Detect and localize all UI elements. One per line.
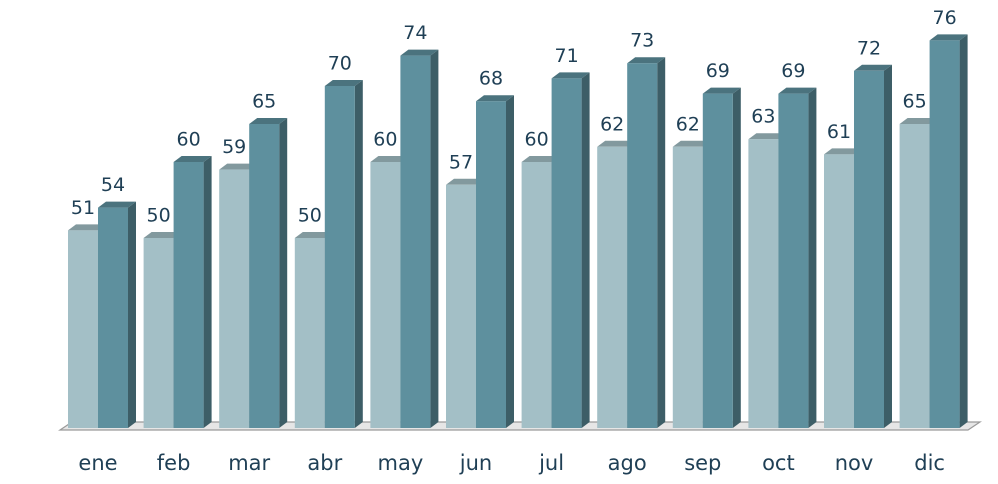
bar-top bbox=[476, 95, 514, 102]
x-tick-label: mar bbox=[228, 451, 270, 475]
bar-top bbox=[748, 133, 787, 140]
value-label: 60 bbox=[525, 129, 549, 151]
value-label: 69 bbox=[706, 60, 730, 82]
value-label: 51 bbox=[71, 197, 95, 219]
x-tick-label: jun bbox=[459, 451, 492, 475]
bar bbox=[324, 86, 355, 428]
bar-top bbox=[98, 201, 136, 208]
value-label: 62 bbox=[676, 113, 700, 135]
value-label: 61 bbox=[827, 121, 851, 143]
bar bbox=[672, 146, 703, 429]
value-label: 70 bbox=[328, 53, 352, 75]
bar bbox=[521, 162, 552, 428]
bar bbox=[370, 162, 401, 428]
bar-top bbox=[672, 140, 711, 147]
x-tick-label: sep bbox=[684, 451, 721, 475]
bar-top bbox=[597, 140, 636, 147]
value-label: 54 bbox=[101, 174, 125, 196]
bar-side bbox=[581, 72, 590, 429]
bar-side bbox=[808, 87, 817, 428]
value-label: 62 bbox=[600, 113, 624, 135]
bar-side bbox=[430, 49, 439, 428]
x-tick-label: abr bbox=[307, 451, 342, 475]
bar-top bbox=[929, 34, 968, 41]
bar bbox=[446, 184, 476, 428]
bar-top bbox=[294, 232, 333, 238]
x-tick-label: ene bbox=[78, 451, 117, 475]
x-tick-label: dic bbox=[914, 451, 945, 475]
bar bbox=[476, 101, 506, 428]
bar-side bbox=[884, 64, 892, 429]
bar-top bbox=[824, 148, 862, 155]
bar bbox=[702, 93, 733, 428]
bar-top bbox=[551, 72, 590, 79]
bar bbox=[551, 78, 582, 429]
value-label: 71 bbox=[555, 45, 579, 67]
bar bbox=[219, 169, 250, 428]
value-label: 60 bbox=[177, 129, 201, 151]
value-label: 65 bbox=[252, 91, 276, 113]
bar-top bbox=[521, 156, 560, 162]
bar bbox=[143, 238, 174, 428]
bar bbox=[294, 238, 325, 428]
value-label: 73 bbox=[630, 30, 654, 52]
value-label: 50 bbox=[298, 205, 322, 227]
bar-side bbox=[732, 87, 741, 428]
x-tick-label: may bbox=[378, 451, 424, 475]
value-label: 76 bbox=[933, 7, 957, 29]
bar bbox=[899, 124, 930, 428]
value-label: 57 bbox=[449, 151, 473, 173]
bar bbox=[627, 63, 658, 428]
x-tick-label: jul bbox=[538, 451, 564, 475]
bar bbox=[98, 207, 128, 428]
value-label: 60 bbox=[373, 129, 397, 151]
value-label: 59 bbox=[222, 136, 246, 158]
value-label: 68 bbox=[479, 68, 503, 90]
bar-top bbox=[702, 87, 741, 94]
value-label: 74 bbox=[403, 22, 427, 44]
bar-side bbox=[128, 201, 136, 428]
bar-side bbox=[506, 95, 514, 428]
bar-side bbox=[959, 34, 968, 429]
bar-top bbox=[400, 49, 439, 56]
bar-top bbox=[68, 224, 106, 231]
bar-top bbox=[899, 118, 938, 124]
bar-side bbox=[279, 118, 288, 428]
bar bbox=[400, 55, 431, 428]
value-label: 63 bbox=[751, 106, 775, 128]
bar bbox=[748, 139, 779, 428]
bar-top bbox=[324, 80, 363, 86]
bar bbox=[929, 40, 960, 429]
bar bbox=[824, 154, 854, 428]
value-label: 65 bbox=[903, 91, 927, 113]
bar-top bbox=[249, 118, 288, 124]
bar-top bbox=[173, 156, 212, 162]
bar bbox=[778, 93, 809, 428]
bar bbox=[597, 146, 628, 429]
bar-top bbox=[446, 178, 484, 185]
bar-side bbox=[657, 57, 666, 428]
bar-side bbox=[203, 156, 212, 428]
value-label: 69 bbox=[781, 60, 805, 82]
value-label: 50 bbox=[147, 205, 171, 227]
x-tick-label: feb bbox=[157, 451, 191, 475]
x-tick-label: ago bbox=[608, 451, 647, 475]
bar bbox=[173, 162, 204, 428]
bar-side bbox=[354, 80, 363, 428]
bar-top bbox=[370, 156, 409, 162]
x-tick-label: nov bbox=[835, 451, 874, 475]
bar bbox=[854, 70, 884, 429]
bar-top bbox=[778, 87, 817, 94]
bar-top bbox=[143, 232, 182, 238]
bar bbox=[249, 124, 280, 428]
value-label: 72 bbox=[857, 37, 881, 59]
x-tick-label: oct bbox=[762, 451, 795, 475]
bar-top bbox=[627, 57, 666, 64]
bar-top bbox=[219, 163, 258, 170]
bar bbox=[68, 230, 98, 428]
bar-top bbox=[854, 64, 892, 71]
